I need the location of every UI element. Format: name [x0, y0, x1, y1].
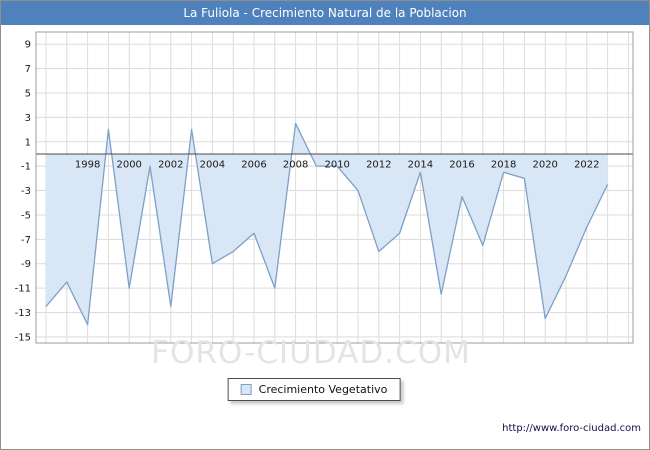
footer-url[interactable]: http://www.foro-ciudad.com: [502, 423, 641, 434]
y-axis-tick-label: 7: [25, 64, 31, 75]
axis-labels: 9 7 5 3 1 -1 -3 -5 -7 -9 -11 -13 -15 1998 2000 2002 2004…: [15, 40, 600, 344]
x-axis-tick-label: 2016: [449, 159, 474, 170]
watermark: FORO-CIUDAD.COM: [151, 335, 471, 371]
x-axis-tick-label: 2008: [283, 159, 308, 170]
x-axis-tick-label: 2022: [574, 159, 599, 170]
y-axis-tick-label: -9: [21, 259, 31, 270]
x-axis-tick-label: 2010: [324, 159, 349, 170]
x-axis-tick-label: 2018: [491, 159, 516, 170]
x-axis-tick-label: 2014: [408, 159, 433, 170]
y-axis-tick-label: 5: [25, 88, 31, 99]
x-axis-tick-label: 2006: [241, 159, 266, 170]
y-axis-tick-label: 1: [25, 137, 31, 148]
y-axis-tick-label: -13: [15, 308, 31, 319]
x-axis-tick-label: 2002: [158, 159, 183, 170]
chart-title: La Fuliola - Crecimiento Natural de la P…: [183, 6, 467, 20]
x-axis-tick-label: 2012: [366, 159, 391, 170]
plot-border: [35, 31, 634, 344]
y-axis-tick-label: -11: [15, 284, 31, 295]
y-axis-tick-label: -1: [21, 162, 31, 173]
x-axis-tick-label: 2000: [116, 159, 141, 170]
legend-label: Crecimiento Vegetativo: [258, 383, 388, 396]
legend: Crecimiento Vegetativo: [227, 378, 401, 401]
y-axis-tick-label: -15: [15, 332, 31, 343]
title-bar: La Fuliola - Crecimiento Natural de la P…: [1, 1, 649, 25]
legend-swatch: [240, 384, 252, 395]
x-axis-tick-label: 1998: [75, 159, 100, 170]
y-axis-tick-label: -3: [21, 186, 31, 197]
x-axis-tick-label: 2020: [532, 159, 557, 170]
y-axis-tick-label: -5: [21, 210, 31, 221]
y-axis-tick-label: 3: [25, 113, 31, 124]
y-axis-tick-label: 9: [25, 40, 31, 51]
y-axis-tick-label: -7: [21, 235, 31, 246]
series-line: [45, 122, 609, 326]
x-axis-tick-label: 2004: [200, 159, 225, 170]
